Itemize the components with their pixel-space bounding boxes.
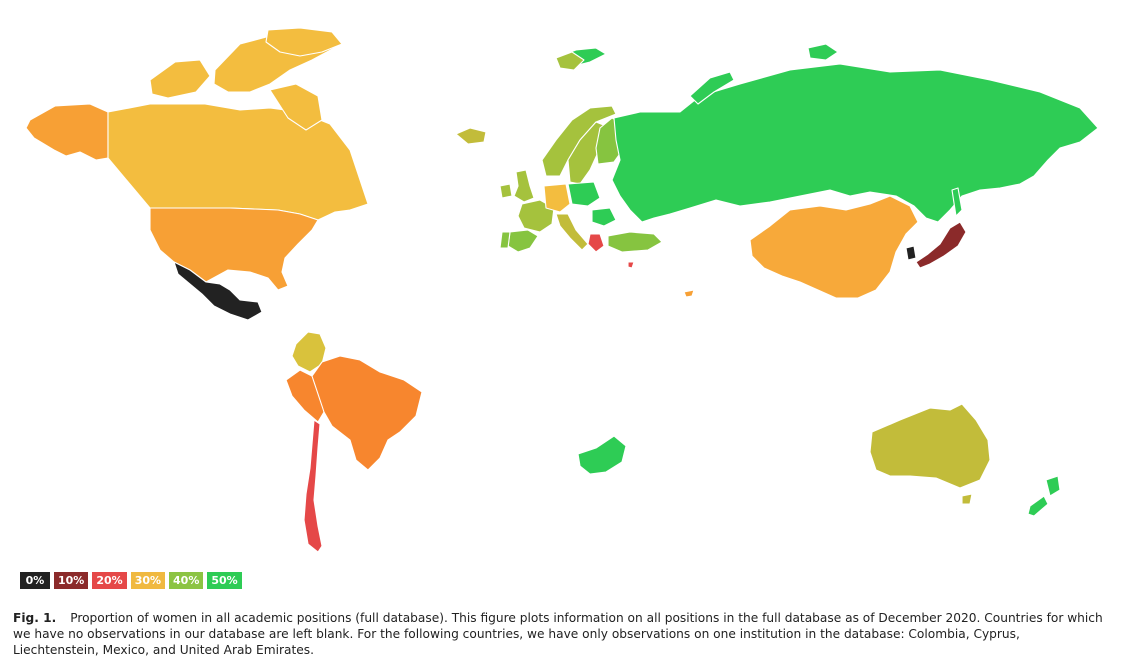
legend: 0% 10% 20% 30% 40% 50% xyxy=(20,572,242,589)
world-map: Alaska (United States) Canada Canada Can… xyxy=(25,27,1099,553)
legend-item-50: 50% xyxy=(207,572,242,589)
legend-item-20: 20% xyxy=(92,572,127,589)
country-russia-franz-josef: Russia xyxy=(807,43,839,61)
country-italy: Italy xyxy=(555,213,589,251)
legend-item-0: 0% xyxy=(20,572,50,589)
legend-label: 10% xyxy=(58,574,85,587)
country-mexico: Mexico xyxy=(173,261,263,321)
country-ireland: Ireland xyxy=(499,183,513,199)
legend-label: 20% xyxy=(96,574,123,587)
country-united-arab-emirates: United Arab Emirates xyxy=(683,289,695,298)
country-alaska: Alaska (United States) xyxy=(25,103,109,161)
legend-label: 50% xyxy=(211,574,238,587)
country-russia: Russia xyxy=(611,63,1099,223)
country-south-africa: South Africa xyxy=(577,435,627,475)
country-canada-islands: Canada xyxy=(149,59,211,99)
country-poland: Poland xyxy=(567,181,601,207)
country-russia-sakhalin: Russia xyxy=(951,187,963,217)
country-united-kingdom: United Kingdom xyxy=(513,169,535,203)
country-canada-islands-3: Canada xyxy=(269,83,323,131)
country-svalbard-2: Norway xyxy=(555,51,585,71)
figure-caption: Fig. 1. Proportion of women in all academ… xyxy=(13,610,1108,658)
country-brazil: Brazil xyxy=(311,355,423,471)
country-russia-novaya-zemlya: Russia xyxy=(689,71,735,105)
country-chile: Chile xyxy=(303,419,323,553)
country-romania: Romania xyxy=(591,207,617,227)
country-australia: Australia xyxy=(869,403,991,489)
country-turkey: Turkey xyxy=(607,231,663,253)
legend-item-40: 40% xyxy=(169,572,204,589)
country-china: China xyxy=(749,195,919,299)
country-iceland: Iceland xyxy=(455,127,487,145)
legend-label: 40% xyxy=(173,574,200,587)
country-portugal: Portugal xyxy=(499,231,511,249)
country-greenland: Greenland xyxy=(265,27,343,57)
country-new-zealand-south: New Zealand xyxy=(1027,495,1049,517)
country-japan: Japan xyxy=(915,221,967,269)
country-germany: Germany xyxy=(543,183,571,213)
country-canada: Canada xyxy=(107,103,369,221)
legend-label: 0% xyxy=(25,574,45,587)
country-cyprus: Cyprus xyxy=(627,261,635,269)
legend-label: 30% xyxy=(134,574,162,587)
country-united-states: United States xyxy=(149,207,319,291)
country-new-zealand: New Zealand xyxy=(1045,475,1061,497)
country-greece: Greece xyxy=(587,233,605,253)
legend-item-10: 10% xyxy=(54,572,89,589)
caption-text: Proportion of women in all academic posi… xyxy=(13,611,1103,657)
country-australia-tasmania: Australia xyxy=(961,493,973,505)
country-south-korea: South Korea xyxy=(905,245,917,261)
country-france: France xyxy=(517,199,555,233)
country-spain: Spain xyxy=(507,229,539,253)
figure-label: Fig. 1. xyxy=(13,611,57,625)
legend-item-30: 30% xyxy=(130,572,166,589)
